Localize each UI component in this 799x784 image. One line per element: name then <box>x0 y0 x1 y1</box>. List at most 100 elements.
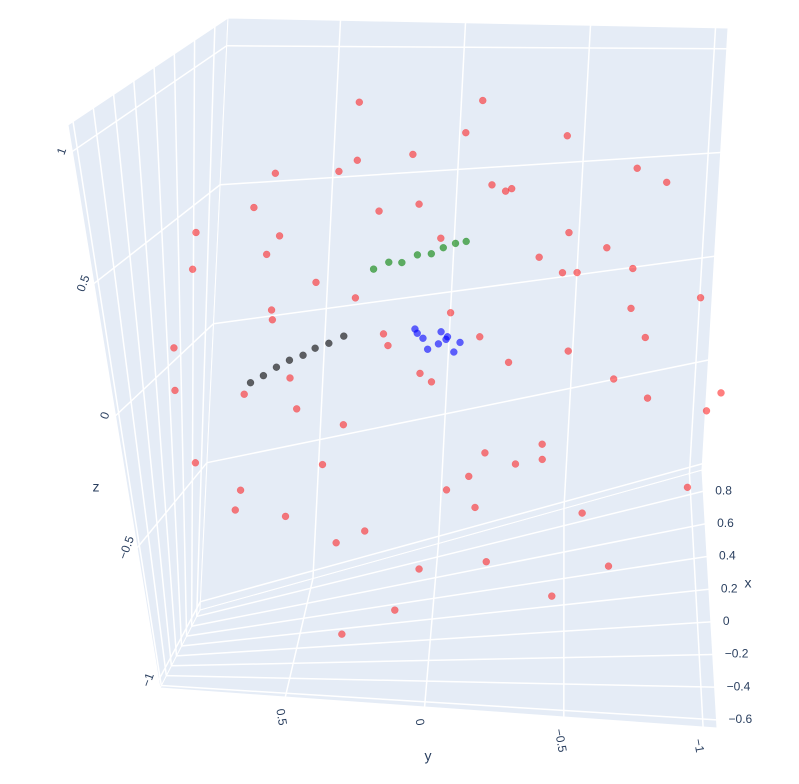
scatter-point <box>272 363 281 371</box>
x-tick-label: 0.8 <box>715 483 732 497</box>
scatter-point <box>482 557 491 566</box>
scene-grid <box>71 20 727 728</box>
y-tick-label: −0.5 <box>552 728 570 754</box>
z-tick-label: 0.5 <box>74 273 93 294</box>
x-grid-line <box>153 67 183 647</box>
scatter-point <box>240 390 248 398</box>
scatter-point <box>415 200 423 208</box>
scatter-point <box>332 539 340 547</box>
scatter-point <box>633 164 641 172</box>
z-grid-line <box>136 462 208 549</box>
scatter-point <box>312 278 320 287</box>
scatter-point <box>548 592 556 600</box>
y-grid-line <box>437 22 467 544</box>
scatter-point <box>416 369 424 378</box>
scatter-point <box>360 527 369 535</box>
z-tick-label: −0.5 <box>116 534 137 561</box>
scatter-point <box>456 338 464 347</box>
scatter-point <box>351 294 360 302</box>
scatter-point <box>188 265 197 274</box>
x-tick-label: −0.4 <box>727 679 751 693</box>
z-grid-line <box>158 601 202 681</box>
scatter-point <box>641 333 650 342</box>
scatter-point <box>511 460 520 468</box>
scatter-point <box>391 606 399 614</box>
z-grid-line <box>200 463 703 603</box>
scatter-point <box>683 483 692 492</box>
scatter-point <box>292 405 301 413</box>
scatter-point <box>339 420 348 429</box>
y-grid-line <box>312 20 342 579</box>
scatter-point <box>250 203 258 212</box>
scatter-point <box>578 509 586 517</box>
scatter-point <box>415 565 423 573</box>
scatter-point <box>171 386 179 395</box>
scatter-point <box>231 506 240 514</box>
scatter-point <box>604 562 613 570</box>
y-grid-line <box>688 27 717 474</box>
scatter-point <box>384 341 392 350</box>
x-grid-line <box>181 588 710 647</box>
scatter-point <box>535 253 543 261</box>
scatter-point <box>427 378 436 386</box>
scatter-point <box>629 264 637 273</box>
scatter-point <box>481 449 489 457</box>
scatter-point <box>423 345 432 354</box>
x-grid-line <box>195 26 216 617</box>
x-grid-line <box>112 94 173 666</box>
scatter-point <box>643 394 652 402</box>
x-tick-label: −0.6 <box>729 712 753 726</box>
y-tick-label: 0.5 <box>273 708 290 727</box>
scatter-point <box>419 334 427 343</box>
z-axis-title: z <box>93 479 100 495</box>
scene-marks <box>170 96 725 638</box>
scatter-point <box>340 332 348 340</box>
x-tick-label: −0.2 <box>725 647 749 661</box>
scatter-point <box>385 258 393 266</box>
scatter-point <box>379 330 388 338</box>
scatter-point <box>275 232 284 240</box>
z-grid-line <box>220 151 721 186</box>
z-grid-line <box>71 45 228 153</box>
scatter-point <box>398 258 406 267</box>
y-axis-title: y <box>425 748 432 764</box>
scatter-point <box>696 293 705 302</box>
x-grid-line <box>191 523 706 628</box>
scatter-point <box>662 178 671 187</box>
z-tick-label: −1 <box>139 671 157 689</box>
scatter-point <box>318 460 327 469</box>
scatter-point <box>450 348 458 356</box>
scatter-point <box>717 389 725 397</box>
scatter-point <box>262 250 271 259</box>
scatter-point <box>236 486 245 494</box>
scatter-point <box>476 333 484 341</box>
scatter-point <box>609 375 618 383</box>
scatter-point <box>170 344 178 352</box>
z-grid-line <box>114 323 215 417</box>
x-axis-title: x <box>745 575 752 591</box>
scatter-point <box>355 98 364 106</box>
x-grid-line <box>176 621 711 657</box>
y-tick-label: −1 <box>691 738 707 754</box>
x-tick-label: 0.2 <box>721 581 738 595</box>
scatter-point <box>246 378 255 387</box>
scatter-point <box>286 374 294 382</box>
z-grid-line <box>93 184 221 285</box>
z-grid-line <box>226 45 727 50</box>
x-tick-label: 0 <box>723 614 730 628</box>
x-grid-line <box>161 684 717 721</box>
scatter-point <box>413 329 421 337</box>
scatter-point <box>437 234 445 242</box>
scatter-point <box>192 228 200 237</box>
scatter-point <box>311 344 319 352</box>
scatter-point <box>507 184 516 193</box>
scatter-point <box>375 207 383 215</box>
scatter-point <box>268 316 277 324</box>
x-grid-line <box>72 121 163 686</box>
y-grid-line <box>284 578 314 698</box>
scatter-point <box>564 347 572 355</box>
scatter-point <box>471 503 479 512</box>
scatter-point <box>565 228 573 237</box>
scatter-point <box>191 459 200 467</box>
scatter-point <box>563 132 572 140</box>
